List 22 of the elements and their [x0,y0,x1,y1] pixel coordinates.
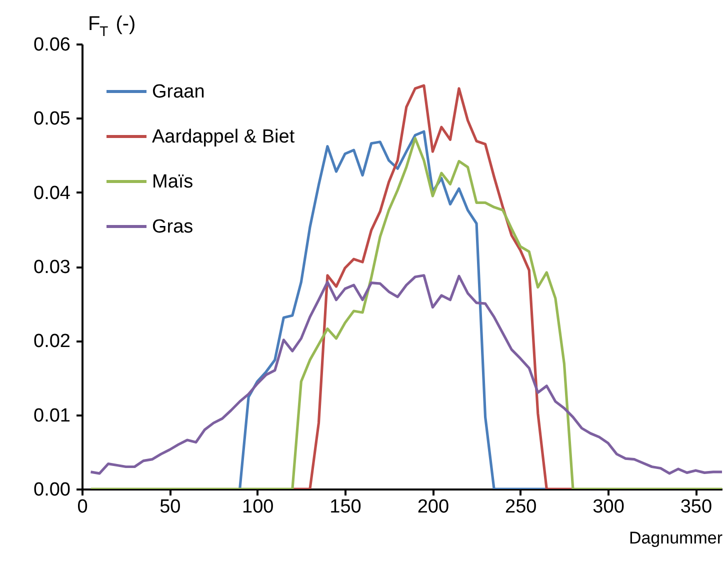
line-series [89,274,722,475]
x-tick-label: 300 [592,496,624,518]
y-tick-label: 0.06 [34,34,70,56]
y-tick-label: 0.02 [34,331,70,352]
legend-label: Aardappel & Biet [152,126,296,148]
x-tick-label: 150 [330,496,362,518]
line-series [238,130,548,489]
x-tick-label: 250 [505,496,537,518]
x-tick-label: 100 [242,496,274,518]
y-tick-label: 0.01 [34,405,70,426]
legend-label: Gras [152,216,194,238]
x-tick-label: 350 [680,496,712,518]
x-tick-label: 0 [77,496,88,518]
y-tick-label: 0.00 [34,480,70,500]
legend-label: Graan [152,82,205,102]
x-axis-title: Dagnummer [628,528,723,548]
legend-label: Maïs [152,172,194,192]
y-tick-label: 0.04 [34,182,71,204]
x-tick-label: 200 [417,496,450,518]
y-tick-label: 0.05 [34,108,70,130]
x-tick-label: 50 [160,496,181,518]
y-tick-label: 0.03 [34,257,70,278]
